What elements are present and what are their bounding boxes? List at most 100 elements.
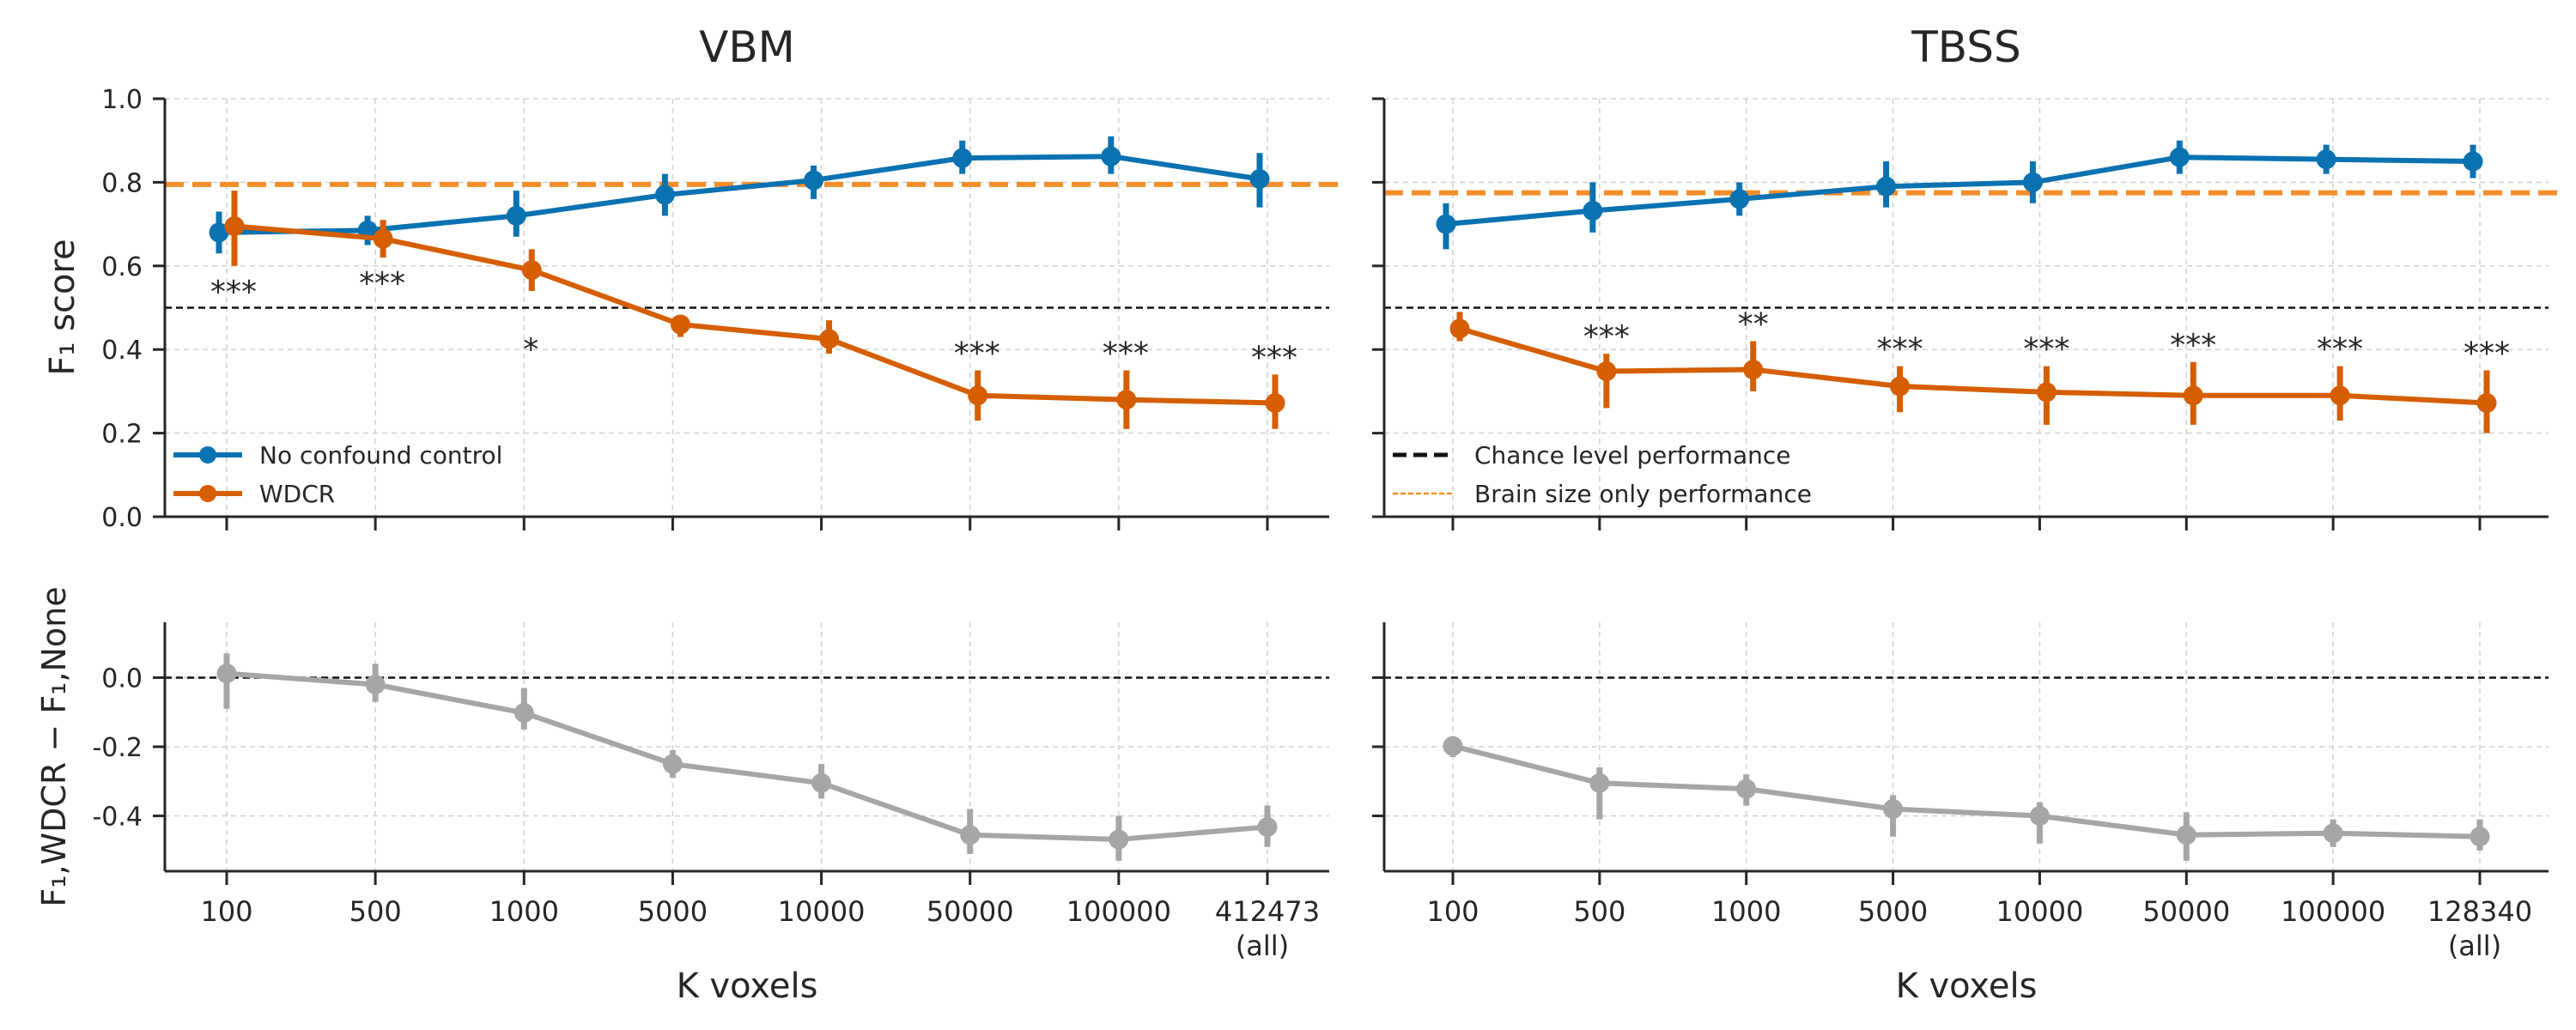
y-tick-label: 0.0 — [101, 503, 143, 533]
series-wdcr — [1449, 312, 2497, 433]
x-tick-label: 10000 — [778, 895, 866, 928]
data-point — [670, 314, 690, 335]
data-point — [216, 663, 237, 684]
significance-label: *** — [1103, 336, 1149, 372]
significance-label: *** — [2023, 332, 2069, 367]
data-point — [968, 385, 988, 406]
data-point — [373, 228, 393, 249]
panel-1: *** **** *** *** ***0.00.20.40.60.81.0VBMF₁ … — [43, 22, 1340, 533]
y-tick-label: 0.4 — [101, 336, 143, 366]
legend-marker — [199, 485, 216, 502]
x-tick-label: (all) — [2448, 930, 2501, 962]
legend-label: Chance level performance — [1474, 441, 1791, 470]
x-tick-label: (all) — [1236, 930, 1289, 962]
data-point — [1116, 390, 1137, 410]
significance-label: *** — [1877, 332, 1923, 367]
significance-label: *** — [954, 336, 1000, 372]
x-tick-label: 100000 — [1066, 895, 1171, 928]
series-line — [226, 670, 1268, 842]
series-line — [1452, 743, 2481, 839]
significance-label: *** — [1583, 319, 1630, 354]
x-tick-label: 50000 — [2142, 895, 2230, 928]
data-point — [513, 703, 534, 724]
data-point — [1101, 146, 1121, 167]
data-point — [2323, 823, 2343, 844]
data-point — [2036, 382, 2057, 403]
series-difference — [216, 653, 1278, 861]
legend: No confound control WDCR — [173, 441, 502, 508]
x-tick-label: 412473 — [1215, 895, 1320, 928]
data-point — [2183, 385, 2203, 406]
data-point — [654, 185, 675, 205]
x-tick-label: 100000 — [2281, 895, 2385, 928]
significance-label: *** — [210, 275, 257, 310]
data-point — [2476, 393, 2497, 414]
series-no-confound-control — [1436, 140, 2483, 250]
x-tick-label: 100 — [200, 895, 252, 928]
legend-label: Brain size only performance — [1474, 480, 1812, 508]
data-point — [2169, 147, 2190, 167]
y-tick-label: 0.0 — [101, 663, 143, 694]
panel-4: 100 500 1000 5000 10000 50000 100000 128340(all… — [1372, 622, 2549, 1006]
significance-label: * — [523, 332, 538, 367]
y-axis-label: F₁ score — [43, 239, 82, 375]
series-wdcr — [224, 191, 1285, 429]
y-tick-label: 0.8 — [101, 168, 143, 198]
series-line — [1445, 154, 2474, 227]
series-no-confound-control — [209, 136, 1270, 254]
data-point — [2316, 149, 2336, 170]
x-tick-label: 5000 — [1858, 895, 1928, 928]
data-point — [2029, 806, 2050, 827]
x-axis-label: K voxels — [677, 966, 818, 1006]
series-line — [234, 223, 1276, 406]
panel-3: -0.4 -0.2 0.0 100 500 1000 5000 10000 50000 10000… — [35, 586, 1329, 1006]
data-point — [952, 148, 973, 168]
data-point — [2470, 827, 2490, 847]
data-point — [1443, 736, 1463, 756]
data-point — [1436, 214, 1456, 234]
significance-label: *** — [2170, 328, 2216, 363]
data-point — [1265, 393, 1285, 414]
y-tick-label: 0.6 — [101, 252, 143, 282]
y-tick-label: -0.4 — [92, 803, 143, 833]
data-point — [2022, 172, 2043, 192]
data-point — [1589, 772, 1610, 793]
x-tick-label: 500 — [1573, 895, 1625, 928]
panel-title: VBM — [699, 22, 795, 72]
y-tick-label: 1.0 — [101, 85, 143, 115]
legend-label: WDCR — [259, 480, 335, 508]
data-point — [224, 216, 245, 237]
data-point — [1596, 361, 1617, 382]
data-point — [804, 170, 824, 191]
data-point — [1876, 176, 1897, 197]
data-point — [2176, 825, 2196, 845]
series-line — [218, 154, 1261, 235]
x-tick-label: 5000 — [638, 895, 708, 928]
data-point — [662, 754, 683, 774]
x-tick-label: 50000 — [927, 895, 1014, 928]
data-point — [1249, 169, 1270, 190]
significance-label: ** — [1738, 306, 1769, 342]
data-point — [1729, 189, 1750, 209]
significance-label: *** — [359, 266, 405, 301]
y-tick-label: 0.2 — [101, 420, 143, 450]
x-axis-label: K voxels — [1896, 966, 2038, 1006]
legend-marker — [199, 446, 216, 464]
data-point — [506, 205, 526, 226]
x-tick-label: 500 — [349, 895, 402, 928]
data-point — [365, 675, 386, 694]
data-point — [521, 260, 542, 281]
data-point — [1257, 816, 1278, 837]
data-point — [960, 825, 981, 845]
series-line — [1459, 325, 2488, 406]
x-tick-label: 128340 — [2427, 895, 2532, 928]
y-axis-label: F₁,WDCR − F₁,None — [35, 586, 73, 906]
data-point — [1109, 829, 1129, 850]
data-point — [1736, 779, 1757, 799]
data-point — [1449, 318, 1470, 339]
data-point — [2330, 385, 2350, 406]
data-point — [1583, 201, 1603, 221]
data-point — [811, 772, 832, 793]
